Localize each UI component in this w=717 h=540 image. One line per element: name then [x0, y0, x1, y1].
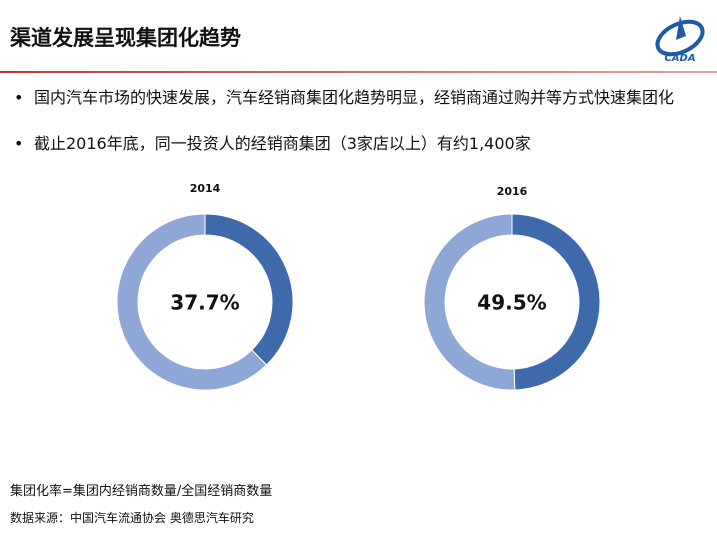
source-note: 数据来源：中国汽车流通协会 奥德思汽车研究: [10, 511, 254, 525]
charts: 2014 37.7% 2016 49.5%: [116, 182, 601, 391]
center-label: 37.7%: [170, 291, 239, 315]
header-rule: [0, 71, 717, 73]
donut-segment: [204, 213, 294, 366]
logo: CADA: [655, 16, 705, 64]
bullet-text: 截止2016年底，同一投资人的经销商集团（3家店以上）有约1,400家: [34, 134, 531, 153]
chart-title: 2014: [190, 182, 221, 195]
donut-segment: [116, 213, 268, 391]
center-label: 49.5%: [477, 291, 546, 315]
slide-title: 渠道发展呈现集团化趋势: [10, 26, 241, 50]
footnote: 集团化率=集团内经销商数量/全国经销商数量: [10, 484, 273, 499]
donut-segment: [423, 213, 516, 391]
bullet: • 国内汽车市场的快速发展，汽车经销商集团化趋势明显，经销商通过购并等方式快速集团…: [14, 86, 706, 109]
bullet-text: 国内汽车市场的快速发展，汽车经销商集团化趋势明显，经销商通过购并等方式快速集团化: [34, 88, 675, 107]
chart-title: 2016: [497, 185, 528, 198]
donut-segment: [511, 213, 601, 391]
bullet: • 截止2016年底，同一投资人的经销商集团（3家店以上）有约1,400家: [14, 132, 706, 155]
logo-text: CADA: [664, 53, 695, 64]
